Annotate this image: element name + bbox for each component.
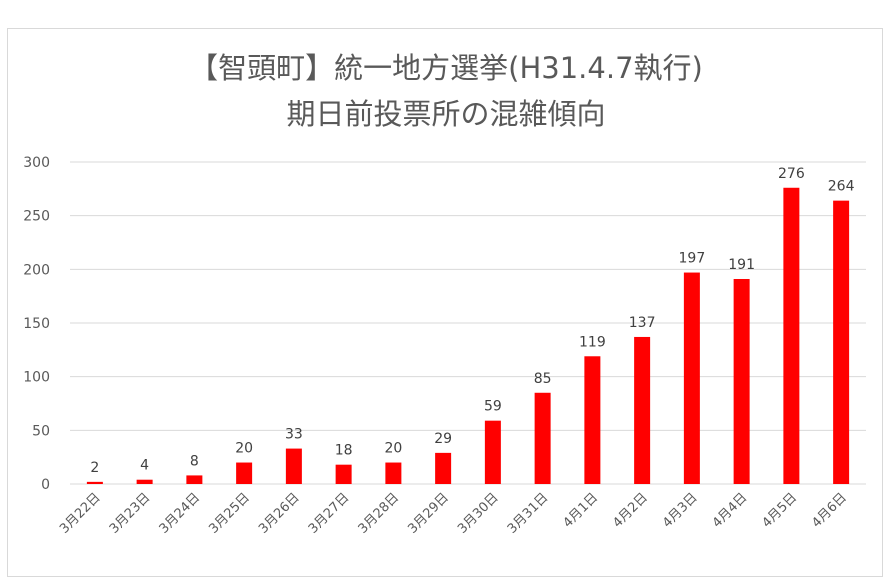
bar [783, 187, 800, 484]
data-label: 197 [679, 251, 706, 267]
data-label: 59 [484, 399, 502, 415]
x-category-label: 3月27日 [306, 490, 353, 537]
bar [484, 420, 501, 484]
bar [285, 448, 302, 484]
data-label: 18 [335, 443, 353, 459]
bars [86, 187, 850, 484]
bar [634, 336, 651, 484]
data-label: 8 [190, 453, 199, 469]
x-category-label: 4月2日 [610, 490, 651, 531]
data-label: 20 [384, 441, 402, 457]
data-label: 85 [534, 371, 552, 387]
x-category-label: 3月28日 [356, 490, 403, 537]
x-category-label: 3月24日 [157, 490, 204, 537]
data-label: 191 [728, 257, 755, 273]
x-category-label: 3月25日 [206, 490, 253, 537]
data-labels: 2 4 8 20 33 18 20 29 59 85 119 137 197 191 276 264 [90, 166, 854, 476]
x-category-label: 4月5日 [760, 490, 801, 531]
bar [584, 356, 601, 484]
bar [385, 462, 402, 484]
y-tick-label: 150 [23, 316, 50, 332]
bar [136, 479, 153, 484]
x-category-label: 4月3日 [660, 490, 701, 531]
x-category-label: 3月23日 [107, 490, 154, 537]
bar [236, 462, 253, 484]
x-category-label: 3月22日 [57, 490, 104, 537]
data-label: 2 [90, 460, 99, 476]
x-axis-categories: 3月22日 3月23日 3月24日 3月25日 3月26日 3月27日 3月28日 3月29日… [57, 490, 850, 537]
chart-title: 【智頭町】統一地方選挙(H31.4.7執行) [189, 51, 703, 85]
y-tick-label: 100 [23, 370, 50, 386]
y-tick-label: 50 [32, 423, 50, 439]
data-label: 33 [285, 427, 303, 443]
bar [86, 481, 103, 484]
y-axis-ticks: 0 50 100 150 200 250 300 [23, 155, 50, 493]
bar [435, 452, 452, 484]
x-category-label: 4月4日 [710, 490, 751, 531]
data-label: 4 [140, 458, 149, 474]
x-category-label: 3月30日 [455, 490, 502, 537]
bar [833, 200, 850, 484]
data-label: 137 [629, 315, 656, 331]
data-label: 20 [235, 441, 253, 457]
x-category-label: 3月31日 [505, 490, 552, 537]
data-label: 119 [579, 334, 606, 350]
bar [186, 475, 203, 484]
x-category-label: 3月26日 [256, 490, 303, 537]
y-tick-label: 200 [23, 262, 50, 278]
y-tick-label: 300 [23, 155, 50, 171]
y-tick-label: 250 [23, 209, 50, 225]
x-category-label: 4月6日 [809, 490, 850, 531]
x-category-label: 4月1日 [561, 490, 602, 531]
data-label: 29 [434, 431, 452, 447]
x-category-label: 3月29日 [405, 490, 452, 537]
data-label: 264 [828, 179, 855, 195]
bar [733, 278, 750, 484]
gridlines [70, 161, 866, 485]
bar [683, 272, 700, 484]
y-tick-label: 0 [41, 477, 50, 493]
chart-subtitle: 期日前投票所の混雑傾向 [286, 97, 606, 131]
bar [534, 392, 551, 484]
bar [335, 464, 352, 484]
data-label: 276 [778, 166, 805, 182]
